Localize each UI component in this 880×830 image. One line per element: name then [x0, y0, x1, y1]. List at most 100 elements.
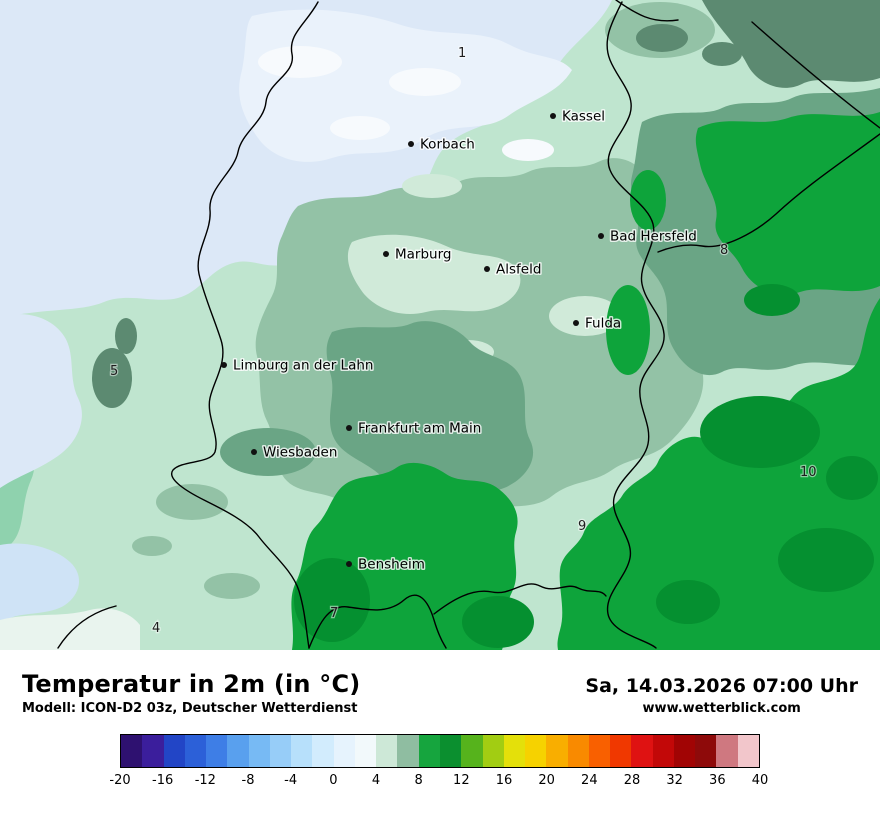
legend-segment: [461, 735, 483, 767]
contour-label: 4: [152, 621, 160, 636]
city-marker: Alsfeld: [484, 260, 543, 279]
city-marker: Limburg an der Lahn: [221, 356, 375, 375]
legend-segment: [588, 735, 611, 767]
legend-tick-label: -12: [194, 773, 216, 788]
legend-segment: [737, 735, 759, 767]
legend-tick-label: 8: [414, 773, 423, 788]
map-canvas: 1 8 5 10 9 7 4 Kassel Korbach Bad Hersfeld Marbur…: [0, 0, 880, 650]
legend-segment: [248, 735, 270, 767]
city-dot: [573, 320, 579, 326]
contour-labels-layer: 1 8 5 10 9 7 4: [109, 45, 818, 637]
city-label: Bensheim: [358, 557, 425, 573]
city-dot: [598, 233, 604, 239]
city-label: Wiesbaden: [263, 445, 337, 461]
contour-label: 7: [330, 606, 338, 621]
city-dot: [383, 251, 389, 257]
legend-tick-label: 4: [371, 773, 381, 788]
region-sage-patches: [132, 2, 715, 599]
legend-tick-label: 24: [581, 773, 598, 788]
city-marker: Korbach: [408, 135, 476, 154]
datetime-label: Sa, 14.03.2026 07:00 Uhr: [585, 675, 858, 697]
legend-tick-label: 12: [453, 773, 470, 788]
legend-tick-label: 28: [623, 773, 641, 788]
legend-tick-label: -8: [241, 773, 255, 788]
city-dot: [251, 449, 257, 455]
legend-segment: [716, 735, 738, 767]
legend-segment: [439, 735, 462, 767]
legend-segment: [269, 735, 292, 767]
city-dot: [408, 141, 414, 147]
legend-tick-label: -20: [109, 773, 131, 788]
legend-segment: [397, 735, 419, 767]
region-darker-sage: [92, 0, 880, 408]
legend-segment: [121, 735, 143, 767]
contour-label: 10: [800, 465, 817, 480]
legend-segment: [503, 735, 526, 767]
border-east: [606, 1, 665, 649]
border-southwest: [57, 605, 117, 649]
city-dot: [346, 561, 352, 567]
legend-segment: [525, 735, 547, 767]
legend-segment: [163, 735, 185, 767]
model-info: Modell: ICON-D2 03z, Deutscher Wetterdie…: [22, 701, 358, 716]
city-marker: Marburg: [383, 245, 453, 264]
legend-segment: [312, 735, 334, 767]
legend-segment: [652, 735, 674, 767]
city-marker: Fulda: [573, 314, 623, 333]
city-label: Fulda: [585, 316, 621, 332]
border-east-thuringia: [657, 133, 880, 253]
legend-segment: [333, 735, 355, 767]
legend-segment: [206, 735, 228, 767]
legend-segment: [184, 735, 207, 767]
region-blue-patch: [0, 543, 80, 620]
city-dot: [346, 425, 352, 431]
city-dot: [484, 266, 490, 272]
legend-tick-label: 40: [751, 773, 769, 788]
region-pale-corner: [0, 608, 140, 650]
website-label: www.wetterblick.com: [642, 701, 801, 716]
legend-segment: [354, 735, 377, 767]
city-marker: Frankfurt am Main: [346, 419, 483, 438]
footer: Temperatur in 2m (in °C) Sa, 14.03.2026 …: [0, 650, 880, 830]
city-label: Frankfurt am Main: [358, 421, 481, 437]
city-dot: [221, 362, 227, 368]
city-label: Bad Hersfeld: [610, 229, 697, 245]
legend-segment: [376, 735, 398, 767]
city-marker: Wiesbaden: [251, 443, 339, 462]
legend-segment: [567, 735, 589, 767]
region-dark-green: [294, 284, 878, 648]
legend-tick-label: -4: [284, 773, 298, 788]
city-label: Alsfeld: [496, 262, 541, 278]
cities-layer: Kassel Korbach Bad Hersfeld Marburg Alsfeld F…: [221, 107, 698, 574]
legend-tick-label: 20: [538, 773, 555, 788]
contour-label: 5: [110, 364, 118, 379]
legend-bar: [120, 734, 760, 768]
legend-tick-label: 36: [709, 773, 726, 788]
contour-label: 8: [720, 243, 728, 258]
legend-segment: [546, 735, 568, 767]
border-west: [170, 1, 319, 649]
region-cold-air-west: [0, 314, 82, 488]
page-title: Temperatur in 2m (in °C): [22, 670, 361, 698]
state-borders: [57, 0, 880, 649]
contour-label: 9: [578, 519, 586, 534]
legend-ticks: -20 -16 -12 -8 -4 0 4 8 12 16 20 24 28 32 36 40: [109, 773, 768, 793]
legend-segment: [142, 735, 164, 767]
border-northeast-2: [751, 21, 880, 129]
legend-tick-label: 16: [495, 773, 513, 788]
legend-segment: [291, 735, 313, 767]
border-south-1: [308, 594, 447, 649]
legend-segment: [695, 735, 717, 767]
contour-label: 1: [458, 46, 466, 61]
legend-segment: [610, 735, 632, 767]
legend-tick-label: 32: [666, 773, 683, 788]
legend-segment: [482, 735, 504, 767]
city-marker: Kassel: [550, 107, 607, 126]
legend-segment: [418, 735, 440, 767]
city-label: Korbach: [420, 137, 475, 153]
city-dot: [550, 113, 556, 119]
legend-segment: [227, 735, 249, 767]
border-south-2: [433, 583, 607, 615]
city-label: Marburg: [395, 247, 451, 263]
temperature-map: 1 8 5 10 9 7 4 Kassel Korbach Bad Hersfeld Marbur…: [0, 0, 880, 650]
